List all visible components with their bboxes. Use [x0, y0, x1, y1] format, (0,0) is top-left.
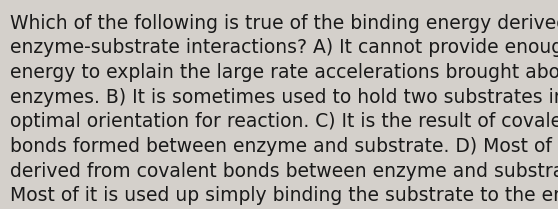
Text: derived from covalent bonds between enzyme and substrate. E): derived from covalent bonds between enzy…	[10, 162, 558, 181]
Text: enzyme-substrate interactions? A) It cannot provide enough: enzyme-substrate interactions? A) It can…	[10, 38, 558, 57]
Text: enzymes. B) It is sometimes used to hold two substrates in the: enzymes. B) It is sometimes used to hold…	[10, 88, 558, 107]
Text: optimal orientation for reaction. C) It is the result of covalent: optimal orientation for reaction. C) It …	[10, 112, 558, 131]
Text: bonds formed between enzyme and substrate. D) Most of it is: bonds formed between enzyme and substrat…	[10, 137, 558, 156]
Text: Which of the following is true of the binding energy derived from: Which of the following is true of the bi…	[10, 14, 558, 33]
Text: energy to explain the large rate accelerations brought about by: energy to explain the large rate acceler…	[10, 63, 558, 82]
Text: Most of it is used up simply binding the substrate to the enzyme: Most of it is used up simply binding the…	[10, 186, 558, 205]
